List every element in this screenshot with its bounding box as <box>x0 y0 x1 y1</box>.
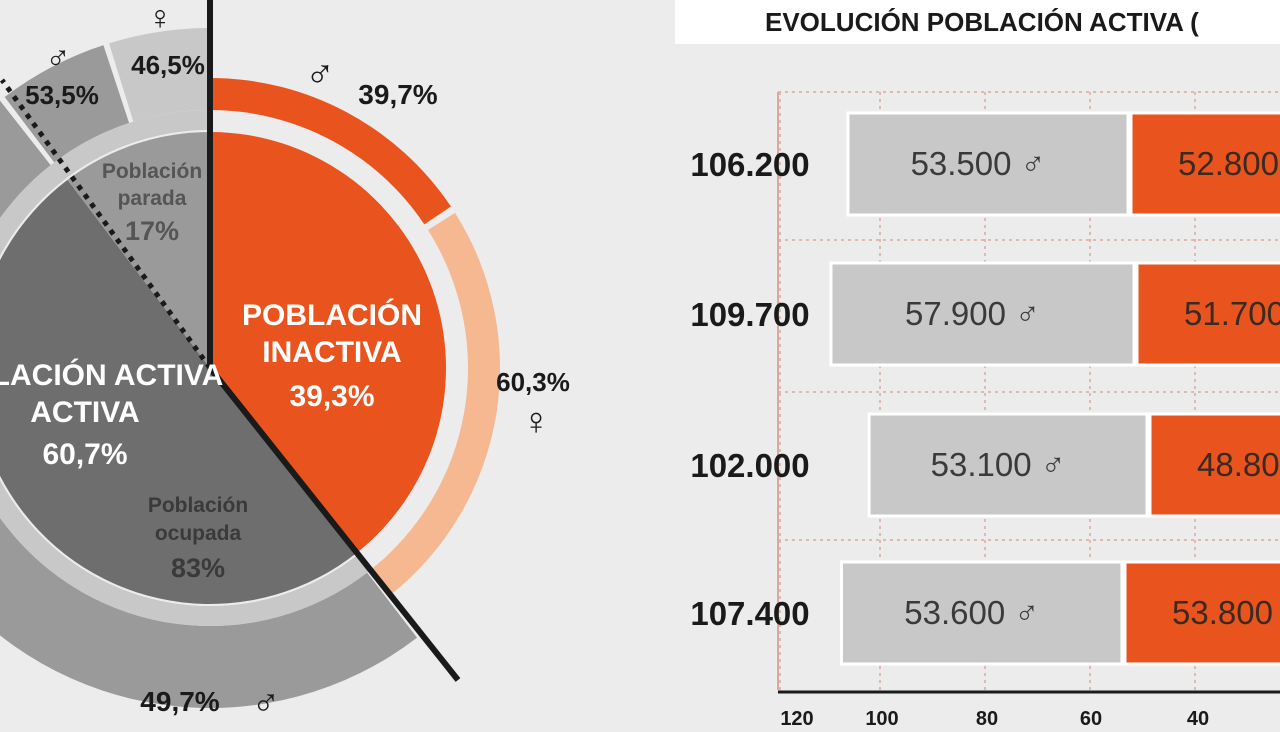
inactive-female-pct: 60,3% <box>496 367 570 397</box>
bar-female-label: 53.800 <box>1172 594 1273 631</box>
ring-parados-female <box>109 28 210 122</box>
ring-inactive-female <box>370 212 500 595</box>
activa-label-line2: ACTIVA <box>30 396 139 429</box>
ring-active-gap <box>0 110 371 626</box>
bar-male <box>839 560 1124 666</box>
x-tick-label: 40 <box>1187 708 1209 730</box>
x-tick-label: 120 <box>780 708 813 730</box>
bar-male <box>846 111 1130 217</box>
slice-inactiva <box>210 132 446 553</box>
bar-female-label: 52.800 <box>1178 145 1279 182</box>
ocupada-line2: ocupada <box>155 522 242 545</box>
outer-ring <box>0 28 500 708</box>
inactive-male-symbol: ♂ <box>305 51 335 95</box>
active-male-pct: 49,7% <box>140 686 219 717</box>
parada-divider-dotted <box>0 78 213 370</box>
bar-chart-title-bg <box>675 0 1280 44</box>
bar-female <box>1135 261 1280 367</box>
inactiva-label-line2: INACTIVA <box>262 336 401 369</box>
bar-chart-title: EVOLUCIÓN POBLACIÓN ACTIVA ( <box>765 7 1199 37</box>
inactive-female-symbol: ♀ <box>522 401 551 443</box>
x-tick-label: 80 <box>976 708 998 730</box>
bar-male <box>867 412 1149 518</box>
x-tick-label: 60 <box>1080 708 1102 730</box>
parados-male-pct: 53,5% <box>25 80 99 110</box>
ocupada-pct: 83% <box>171 553 225 583</box>
x-tick-label: 100 <box>865 708 898 730</box>
bar-x-axis: 120 100 80 60 40 <box>778 690 1280 730</box>
ring-active-male <box>0 100 418 708</box>
activa-label-line1: OBLACIÓN ACTIVA <box>0 358 223 392</box>
inactiva-label-line1: POBLACIÓN <box>242 298 422 332</box>
bar-female-label: 48.800 <box>1197 446 1280 483</box>
bar-female <box>1148 412 1280 518</box>
parada-pct: 17% <box>125 216 179 246</box>
parada-line2: parada <box>118 187 187 210</box>
bar-rows: 106.200 53.500 ♂ 52.800 109.700 57.900 ♂ 51.7… <box>690 111 1280 666</box>
bar-female <box>1123 560 1280 666</box>
bottom-divider-line <box>207 366 461 682</box>
bar-male-label: 53.600 ♂ <box>904 594 1039 631</box>
parados-female-pct: 46,5% <box>131 50 205 80</box>
parada-line1: Población <box>102 160 202 183</box>
row-total: 109.700 <box>690 296 809 333</box>
inactiva-pct: 39,3% <box>289 380 374 413</box>
ring-inactive-male <box>210 78 451 225</box>
bar-male <box>829 261 1136 367</box>
bar-male-label: 53.500 ♂ <box>911 145 1046 182</box>
slice-parada <box>67 132 210 368</box>
bar-female-label: 51.700 <box>1184 295 1280 332</box>
bar-female <box>1129 111 1280 217</box>
row-total: 106.200 <box>690 146 809 183</box>
ocupada-line1: Población <box>148 494 248 517</box>
parados-male-symbol: ♂ <box>45 38 71 76</box>
row-total: 107.400 <box>690 595 809 632</box>
parados-female-symbol: ♀ <box>147 0 173 37</box>
activa-pct: 60,7% <box>42 438 127 471</box>
active-male-symbol: ♂ <box>252 681 281 723</box>
inactive-male-pct: 39,7% <box>358 79 437 110</box>
slice-ocupada <box>0 179 357 604</box>
ring-parados-male <box>4 45 130 163</box>
bar-male-label: 53.100 ♂ <box>931 446 1066 483</box>
pie-chart: POBLACIÓN INACTIVA 39,3% OBLACIÓN ACTIVA… <box>0 0 570 723</box>
bar-chart: EVOLUCIÓN POBLACIÓN ACTIVA ( 106.200 53.5… <box>675 0 1280 730</box>
bar-male-label: 57.900 ♂ <box>905 295 1040 332</box>
row-total: 102.000 <box>690 447 809 484</box>
inner-pie <box>0 130 448 606</box>
